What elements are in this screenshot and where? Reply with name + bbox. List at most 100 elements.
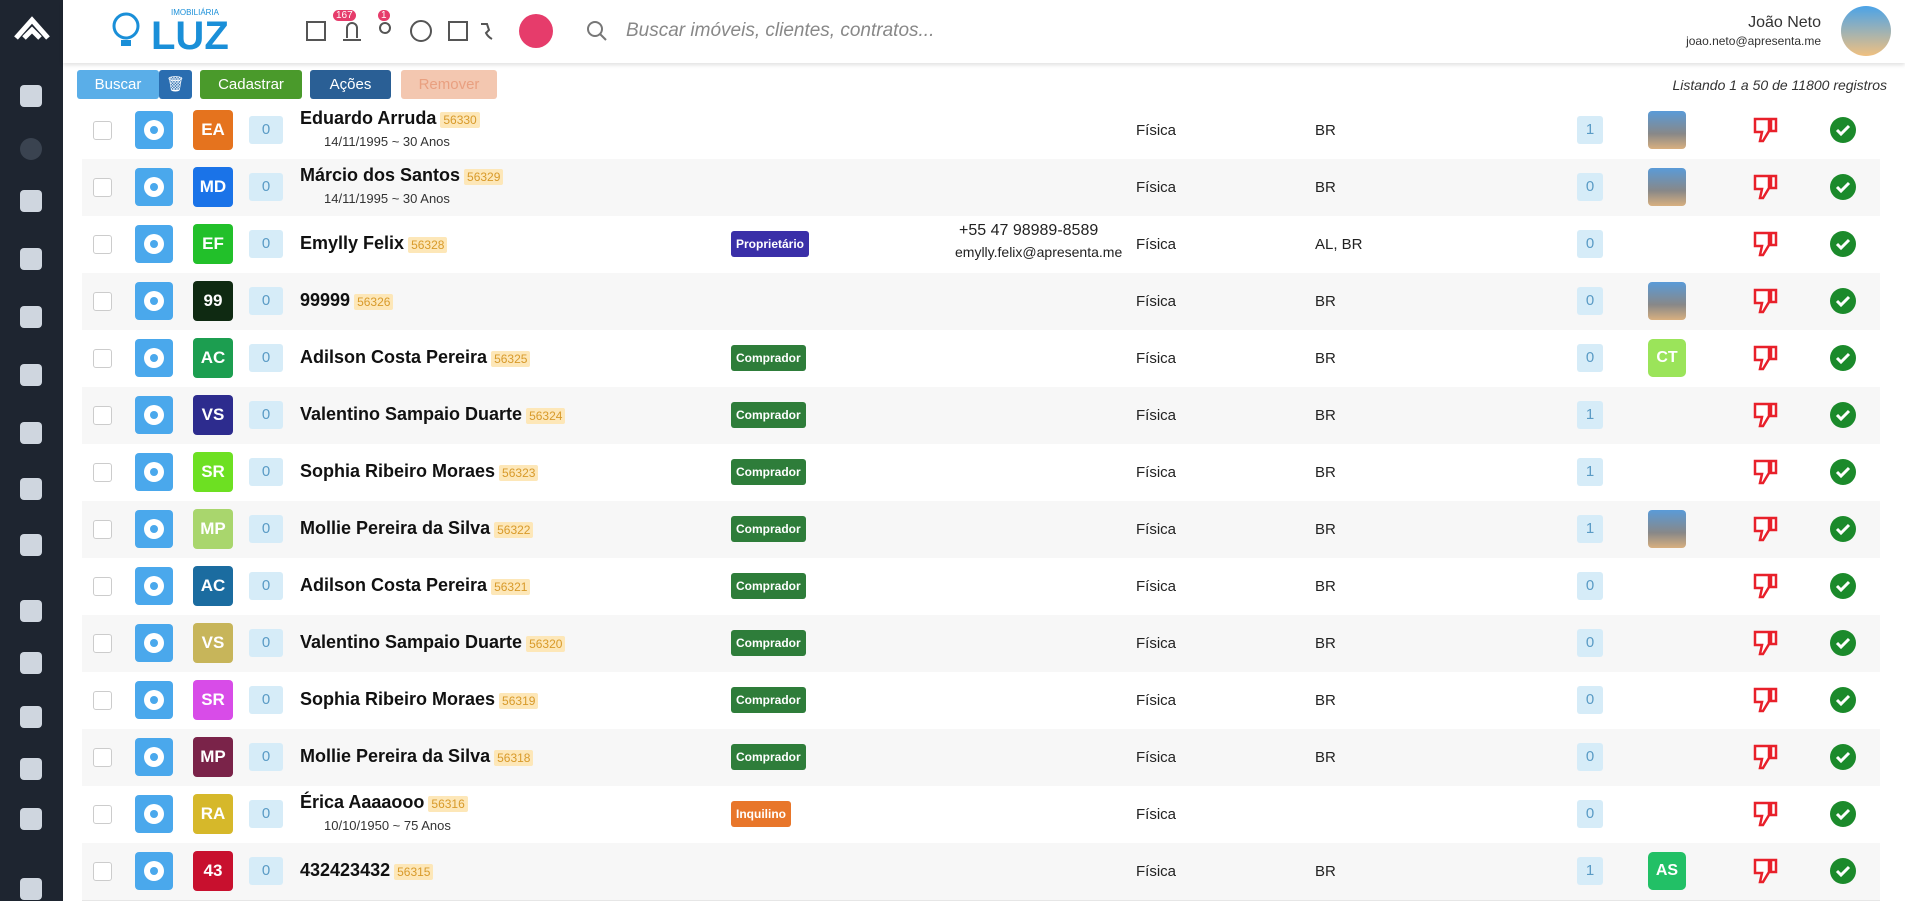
client-id: 56316 bbox=[428, 796, 468, 812]
checkbox[interactable] bbox=[93, 463, 112, 482]
add-button[interactable]: Cadastrar bbox=[200, 70, 302, 99]
settings-button[interactable] bbox=[135, 510, 173, 548]
sidebar-icon[interactable] bbox=[20, 364, 42, 386]
sidebar-icon[interactable] bbox=[20, 85, 42, 107]
dislike-button[interactable] bbox=[1752, 743, 1778, 776]
name[interactable]: Sophia Ribeiro Moraes bbox=[300, 461, 496, 481]
dislike-button[interactable] bbox=[1752, 344, 1778, 377]
dislike-button[interactable] bbox=[1752, 800, 1778, 833]
settings-button[interactable] bbox=[135, 396, 173, 434]
settings-button[interactable] bbox=[135, 567, 173, 605]
remove-button[interactable]: Remover bbox=[401, 70, 497, 99]
name[interactable]: Valentino Sampaio Duarte bbox=[300, 632, 523, 652]
checkbox[interactable] bbox=[93, 235, 112, 254]
checkbox[interactable] bbox=[93, 577, 112, 596]
checkbox[interactable] bbox=[93, 862, 112, 881]
settings-button[interactable] bbox=[135, 852, 173, 890]
sidebar-icon[interactable] bbox=[20, 190, 42, 212]
checkbox[interactable] bbox=[93, 121, 112, 140]
sidebar-icon[interactable] bbox=[20, 706, 42, 728]
dislike-button[interactable] bbox=[1752, 173, 1778, 206]
checkbox[interactable] bbox=[93, 520, 112, 539]
dislike-button[interactable] bbox=[1752, 857, 1778, 890]
settings-button[interactable] bbox=[135, 453, 173, 491]
settings-button[interactable] bbox=[135, 225, 173, 263]
dislike-button[interactable] bbox=[1752, 401, 1778, 434]
active-check[interactable] bbox=[1829, 743, 1857, 776]
settings-button[interactable] bbox=[135, 339, 173, 377]
dislike-button[interactable] bbox=[1752, 230, 1778, 263]
dislike-button[interactable] bbox=[1752, 686, 1778, 719]
search-input[interactable]: Buscar imóveis, clientes, contratos... bbox=[626, 20, 935, 41]
settings-button[interactable] bbox=[135, 282, 173, 320]
sidebar-icon[interactable] bbox=[20, 422, 42, 444]
name[interactable]: Adilson Costa Pereira bbox=[300, 575, 488, 595]
sidebar-icon[interactable] bbox=[20, 808, 42, 830]
avatar: RA bbox=[193, 794, 233, 834]
checkbox[interactable] bbox=[93, 691, 112, 710]
sidebar-icon[interactable] bbox=[20, 248, 42, 270]
settings-button[interactable] bbox=[135, 681, 173, 719]
name[interactable]: 432423432 bbox=[300, 860, 391, 880]
dislike-button[interactable] bbox=[1752, 116, 1778, 149]
dislike-button[interactable] bbox=[1752, 629, 1778, 662]
settings-button[interactable] bbox=[135, 795, 173, 833]
quick-button[interactable] bbox=[519, 14, 553, 48]
active-check[interactable] bbox=[1829, 173, 1857, 206]
num: 0 bbox=[1577, 173, 1603, 201]
active-check[interactable] bbox=[1829, 515, 1857, 548]
sidebar-icon[interactable] bbox=[20, 652, 42, 674]
settings-button[interactable] bbox=[135, 738, 173, 776]
dislike-button[interactable] bbox=[1752, 515, 1778, 548]
actions-button[interactable]: Ações bbox=[310, 70, 391, 99]
checkbox[interactable] bbox=[93, 634, 112, 653]
checkbox[interactable] bbox=[93, 178, 112, 197]
settings-button[interactable] bbox=[135, 168, 173, 206]
active-check[interactable] bbox=[1829, 458, 1857, 491]
name[interactable]: Valentino Sampaio Duarte bbox=[300, 404, 523, 424]
name[interactable]: Mollie Pereira da Silva bbox=[300, 518, 491, 538]
active-check[interactable] bbox=[1829, 287, 1857, 320]
sidebar-icon[interactable] bbox=[20, 138, 42, 160]
name[interactable]: Márcio dos Santos bbox=[300, 165, 461, 185]
name[interactable]: Eduardo Arruda bbox=[300, 108, 437, 128]
sidebar-icon[interactable] bbox=[20, 878, 42, 900]
active-check[interactable] bbox=[1829, 800, 1857, 833]
search-button[interactable]: Buscar bbox=[77, 70, 159, 99]
active-check[interactable] bbox=[1829, 344, 1857, 377]
sidebar-icon[interactable] bbox=[20, 306, 42, 328]
sidebar-icon[interactable] bbox=[20, 534, 42, 556]
client-name: Adilson Costa Pereira 56321 bbox=[300, 575, 531, 596]
active-check[interactable] bbox=[1829, 230, 1857, 263]
checkbox[interactable] bbox=[93, 805, 112, 824]
dislike-button[interactable] bbox=[1752, 458, 1778, 491]
checkbox[interactable] bbox=[93, 406, 112, 425]
name[interactable]: Sophia Ribeiro Moraes bbox=[300, 689, 496, 709]
active-check[interactable] bbox=[1829, 629, 1857, 662]
clear-button[interactable]: 🗑 bbox=[159, 70, 192, 99]
active-check[interactable] bbox=[1829, 116, 1857, 149]
country: BR bbox=[1315, 464, 1336, 481]
users-badge[interactable]: 1 bbox=[378, 10, 390, 21]
name[interactable]: 99999 bbox=[300, 290, 351, 310]
checkbox[interactable] bbox=[93, 349, 112, 368]
user-avatar[interactable] bbox=[1841, 6, 1891, 56]
settings-button[interactable] bbox=[135, 624, 173, 662]
active-check[interactable] bbox=[1829, 857, 1857, 890]
sidebar-icon[interactable] bbox=[20, 758, 42, 780]
tag: Comprador bbox=[731, 516, 806, 542]
active-check[interactable] bbox=[1829, 572, 1857, 605]
name[interactable]: Mollie Pereira da Silva bbox=[300, 746, 491, 766]
settings-button[interactable] bbox=[135, 111, 173, 149]
name[interactable]: Adilson Costa Pereira bbox=[300, 347, 488, 367]
dislike-button[interactable] bbox=[1752, 287, 1778, 320]
name[interactable]: Emylly Felix bbox=[300, 233, 405, 253]
dislike-button[interactable] bbox=[1752, 572, 1778, 605]
sidebar-icon[interactable] bbox=[20, 478, 42, 500]
checkbox[interactable] bbox=[93, 748, 112, 767]
name[interactable]: Érica Aaaaooo bbox=[300, 792, 425, 812]
active-check[interactable] bbox=[1829, 686, 1857, 719]
checkbox[interactable] bbox=[93, 292, 112, 311]
sidebar-icon[interactable] bbox=[20, 600, 42, 622]
active-check[interactable] bbox=[1829, 401, 1857, 434]
